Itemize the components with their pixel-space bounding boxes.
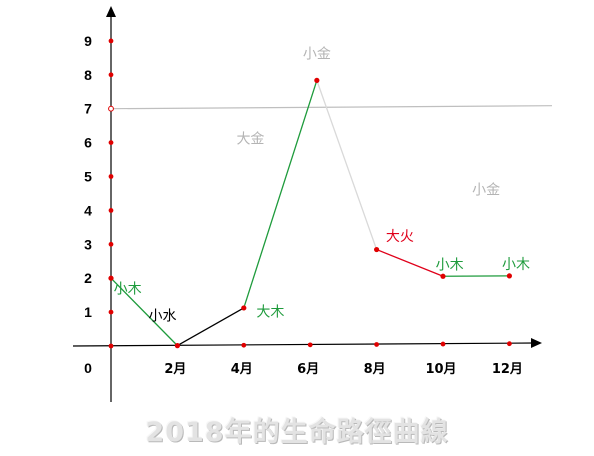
annotation-label: 大木 bbox=[256, 304, 284, 320]
y-axis-marker bbox=[108, 38, 114, 44]
y-tick-label: 9 bbox=[84, 33, 92, 49]
data-point bbox=[174, 343, 180, 349]
data-point bbox=[241, 305, 247, 311]
annotation-label: 小木 bbox=[436, 257, 464, 273]
y-axis-marker bbox=[108, 309, 114, 315]
segment-2 bbox=[243, 80, 318, 309]
y-tick-label: 2 bbox=[84, 270, 92, 286]
segment-0 bbox=[110, 277, 178, 347]
x-tick-label: 2月 bbox=[164, 362, 186, 377]
y-axis-marker bbox=[108, 208, 114, 213]
x-axis-marker bbox=[241, 342, 247, 348]
y-tick-label: 7 bbox=[84, 101, 92, 117]
x-tick-label: 10月 bbox=[425, 362, 456, 377]
segments-layer bbox=[110, 80, 510, 347]
x-axis-marker bbox=[307, 342, 313, 348]
y-axis-arrow bbox=[106, 6, 116, 17]
data-point bbox=[314, 77, 320, 83]
y-tick-label: 8 bbox=[84, 67, 92, 83]
reference-line-layer bbox=[110, 105, 553, 110]
annotation-label: 小木 bbox=[502, 257, 530, 273]
y-axis-marker bbox=[108, 174, 114, 179]
x-tick-label: 6月 bbox=[297, 362, 319, 377]
segment-1 bbox=[177, 307, 245, 347]
x-axis bbox=[72, 342, 535, 347]
annotation-label: 小木 bbox=[114, 281, 142, 297]
y-tick-label: 6 bbox=[84, 135, 92, 151]
segment-3 bbox=[316, 80, 378, 250]
origin-label: 0 bbox=[84, 360, 92, 376]
x-axis-arrow bbox=[531, 338, 542, 348]
y-axis-marker bbox=[108, 140, 114, 146]
data-point bbox=[374, 246, 380, 253]
y-axis-marker bbox=[108, 72, 114, 78]
y-tick-label: 3 bbox=[84, 236, 92, 252]
x-tick-label: 12月 bbox=[492, 362, 523, 377]
x-axis-marker bbox=[440, 341, 446, 347]
annotation-label: 小水 bbox=[148, 308, 176, 324]
axis-markers-layer bbox=[108, 38, 512, 349]
x-axis-marker bbox=[374, 342, 379, 347]
annotation-label: 小金 bbox=[303, 46, 331, 62]
reference-line bbox=[110, 105, 553, 110]
y-tick-labels: 1 2 3 4 5 6 7 8 9 bbox=[84, 33, 92, 320]
y-axis-marker bbox=[108, 241, 114, 247]
annotation-label: 大火 bbox=[386, 229, 414, 245]
segment-4 bbox=[376, 248, 444, 277]
origin-marker bbox=[108, 343, 114, 349]
data-point bbox=[506, 273, 512, 279]
points-layer bbox=[108, 77, 512, 349]
y-axis-marker bbox=[108, 105, 114, 112]
x-tick-label: 4月 bbox=[231, 362, 253, 377]
y-tick-label: 5 bbox=[84, 169, 92, 185]
y-tick-label: 1 bbox=[84, 304, 92, 320]
y-tick-label: 4 bbox=[84, 202, 92, 218]
axes-layer bbox=[72, 6, 542, 402]
data-point bbox=[440, 273, 446, 279]
chart-title: 2018年的生命路徑曲線 bbox=[145, 417, 449, 448]
x-axis-marker bbox=[507, 341, 512, 347]
annotation-label: 小金 bbox=[472, 183, 500, 199]
data-point bbox=[108, 275, 114, 281]
x-tick-labels: 0 2月 4月 6月 8月 10月 12月 bbox=[84, 360, 523, 377]
annotation-label: 大金 bbox=[236, 131, 264, 147]
x-tick-label: 8月 bbox=[364, 362, 386, 377]
